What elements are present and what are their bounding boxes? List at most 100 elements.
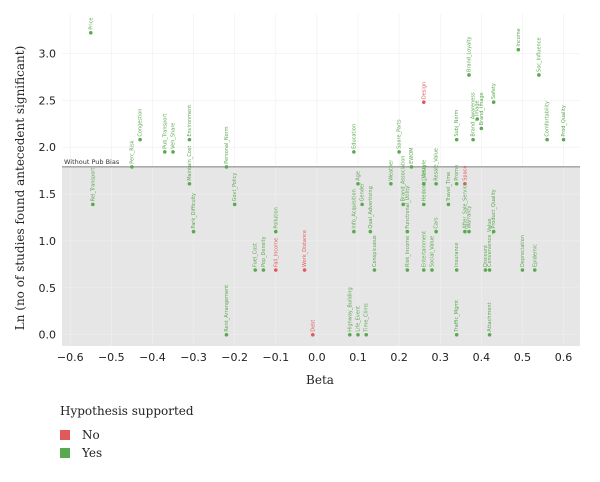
data-point-label: Pub_Transport (162, 114, 168, 149)
data-point-label: Highway_Building (347, 287, 353, 331)
x-tick-label: 0.1 (349, 351, 367, 364)
data-point-label: Discount (483, 245, 489, 267)
y-tick-label: 1.0 (39, 235, 57, 248)
data-point (360, 202, 364, 207)
data-point (463, 229, 467, 234)
data-point-label: Debt (310, 320, 316, 332)
legend-swatch-yes (60, 448, 70, 458)
legend-entry-no: No (60, 426, 194, 444)
data-point (171, 150, 175, 154)
data-point-label: After_Sale_Service (462, 182, 468, 228)
data-point (491, 100, 496, 104)
data-point-label: Lifestyle (421, 160, 427, 181)
data-point-label: Functional_Utility (405, 186, 411, 229)
data-point-label: Hedonic_Value (421, 165, 427, 202)
data-point (191, 229, 196, 234)
pub-bias-band (62, 166, 580, 346)
data-point-label: Soc_Influence (536, 37, 542, 72)
x-tick-label: 0.4 (473, 351, 491, 364)
data-point-label: Education (351, 124, 357, 149)
x-tick-label: 0.3 (431, 351, 449, 364)
data-point-label: Veh_Share (171, 123, 177, 149)
x-tick-label: 0.5 (514, 351, 532, 364)
data-point-label: Epidemic (532, 244, 538, 267)
data-point-label: Personal_Norm (224, 126, 230, 164)
data-point (421, 100, 426, 104)
data-point-label: Pollution (273, 207, 279, 228)
data-point-label: Qual_Advertising (368, 186, 374, 228)
data-point (253, 268, 258, 272)
data-point-label: Brand_Awareness (471, 92, 477, 137)
data-point-label: Entertainment (421, 231, 427, 267)
x-tick-label: −0.5 (98, 351, 125, 364)
reference-line-group: Without Pub Bias (62, 158, 580, 168)
data-point-label: Depreciation (520, 235, 526, 267)
data-point (467, 73, 471, 77)
data-point (409, 165, 414, 169)
data-point-label: Age (356, 171, 362, 181)
data-point (446, 202, 451, 207)
y-axis-ticks: 0.0 0.5 1.0 1.5 2.0 2.5 3.0 (39, 47, 57, 341)
data-point-label: Warranty (467, 206, 473, 229)
data-point-label: Weather (388, 159, 394, 181)
data-point (162, 150, 167, 154)
data-point (520, 268, 525, 272)
data-point-label: Fall_Income (273, 238, 279, 267)
data-point (430, 268, 434, 272)
x-tick-label: −0.4 (139, 351, 166, 364)
y-tick-label: 2.5 (39, 94, 57, 107)
data-point-label: Design (421, 82, 427, 99)
data-point (487, 268, 492, 272)
data-point-label: Brand_Loyalty (467, 36, 473, 72)
data-point (454, 268, 459, 272)
data-point-label: Insurance (454, 243, 460, 268)
x-tick-label: 0.6 (555, 351, 573, 364)
legend-title: Hypothesis supported (60, 404, 194, 418)
data-point-label: Govt_Policy (232, 173, 238, 202)
data-point-label: Image (475, 100, 481, 116)
data-point (224, 165, 229, 169)
data-point (454, 181, 459, 186)
data-point-label: Safety (491, 83, 497, 99)
data-point (475, 117, 480, 121)
data-point-label: Traffic_Mgmt (454, 300, 460, 333)
data-point (421, 268, 426, 272)
data-point-label: Fuel_Cost (253, 243, 259, 267)
data-point (356, 181, 360, 186)
data-point (483, 268, 488, 272)
y-tick-label: 3.0 (39, 47, 57, 60)
data-point (405, 268, 410, 272)
data-point-label: Price (88, 18, 94, 30)
x-tick-label: 0.0 (308, 351, 326, 364)
x-tick-label: 0.2 (390, 351, 408, 364)
y-tick-label: 2.0 (39, 141, 57, 154)
y-axis-title: Ln (no of studies found antecedent signi… (13, 46, 27, 331)
data-point-label: Conspicuous (372, 235, 378, 267)
data-point (421, 181, 426, 186)
data-point (352, 150, 356, 154)
data-point-label: Environment (187, 105, 193, 137)
data-point-label: Brand_Image (479, 92, 485, 125)
x-tick-label: −0.1 (262, 351, 289, 364)
data-point (397, 150, 401, 154)
data-point (88, 30, 93, 35)
x-tick-label: −0.6 (57, 351, 84, 364)
data-point-label: EWOM (409, 148, 415, 164)
y-tick-label: 0.0 (39, 329, 57, 342)
data-point-label: Product_Quality (491, 189, 497, 228)
data-point-label: Risk_Income (405, 236, 411, 267)
data-point (467, 229, 471, 234)
x-axis-title: Beta (306, 373, 334, 387)
x-axis-ticks: −0.6 −0.5 −0.4 −0.3 −0.2 −0.1 0.0 0.1 0.2 0.3 0.4 0… (57, 351, 572, 364)
data-point (130, 165, 134, 169)
data-point (454, 137, 459, 142)
y-tick-label: 1.5 (39, 188, 57, 201)
data-point-label: Life_Event (356, 306, 362, 332)
data-point (310, 332, 315, 337)
data-point-label: Attachment (487, 302, 493, 331)
legend-label-yes: Yes (82, 446, 103, 460)
data-point (421, 202, 426, 207)
data-point-label: Time_Clims (364, 303, 370, 333)
data-point (434, 229, 438, 234)
